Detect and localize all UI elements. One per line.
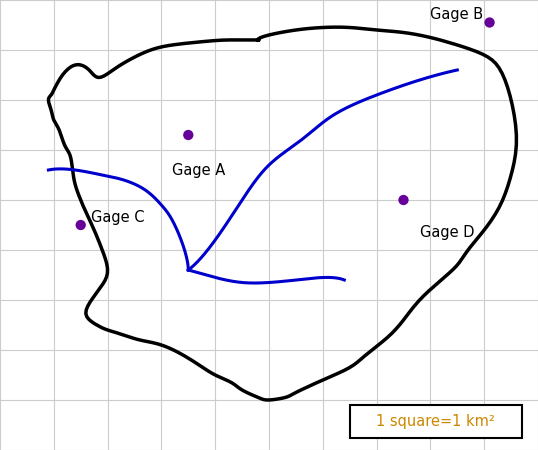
Text: Gage A: Gage A: [172, 162, 225, 177]
Point: [76, 221, 85, 229]
Point: [399, 196, 408, 203]
Point: [184, 131, 193, 139]
Text: Gage D: Gage D: [420, 225, 474, 240]
Text: Gage C: Gage C: [91, 210, 145, 225]
Point: [485, 19, 494, 26]
FancyBboxPatch shape: [350, 405, 522, 437]
Text: 1 square=1 km²: 1 square=1 km²: [377, 414, 495, 429]
Text: Gage B: Gage B: [430, 8, 484, 22]
